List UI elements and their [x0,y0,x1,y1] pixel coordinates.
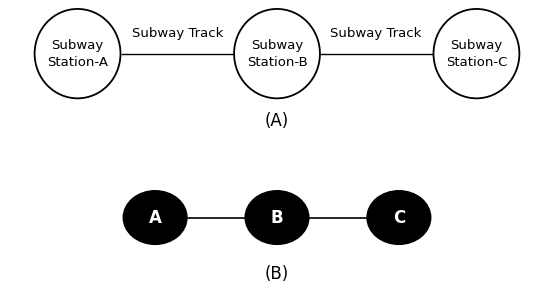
Ellipse shape [123,191,187,244]
Text: Subway
Station-A: Subway Station-A [47,39,108,69]
Ellipse shape [367,191,431,244]
Text: A: A [148,209,162,226]
Ellipse shape [433,9,520,98]
Ellipse shape [234,9,320,98]
Text: Subway Track: Subway Track [132,27,223,40]
Text: B: B [271,209,283,226]
Ellipse shape [34,9,121,98]
Text: Subway
Station-B: Subway Station-B [247,39,307,69]
Text: (B): (B) [265,265,289,283]
Text: Subway Track: Subway Track [330,27,421,40]
Ellipse shape [245,191,309,244]
Text: (A): (A) [265,112,289,130]
Text: C: C [393,209,405,226]
Text: Subway
Station-C: Subway Station-C [446,39,507,69]
